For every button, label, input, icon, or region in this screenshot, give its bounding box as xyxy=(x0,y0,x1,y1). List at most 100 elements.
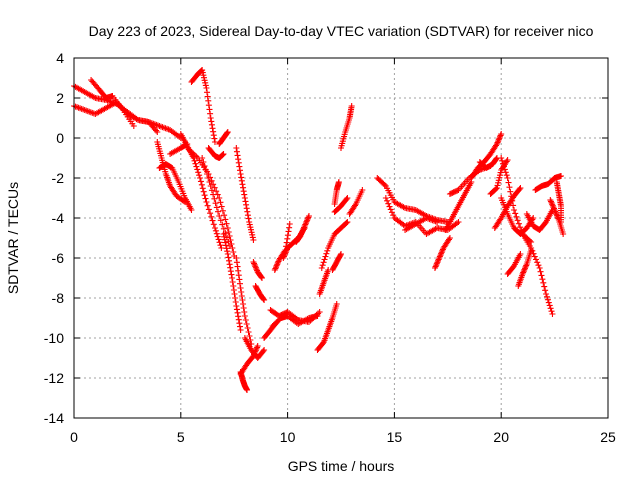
data-point xyxy=(497,216,504,223)
data-point xyxy=(220,225,227,232)
data-point xyxy=(228,271,235,278)
data-point xyxy=(196,172,203,179)
data-point xyxy=(531,253,538,260)
data-point xyxy=(517,185,524,191)
data-point xyxy=(321,256,328,263)
data-point xyxy=(390,212,397,219)
series-arc-aw xyxy=(519,231,556,317)
x-tick-label: 0 xyxy=(70,429,78,445)
data-point xyxy=(204,171,211,177)
data-point xyxy=(232,299,239,305)
data-point xyxy=(235,316,242,323)
data-point xyxy=(227,268,234,275)
data-point xyxy=(386,203,393,210)
data-point xyxy=(516,186,523,193)
data-point xyxy=(208,121,215,128)
data-point xyxy=(540,279,547,286)
data-point xyxy=(388,209,395,216)
y-tick-label: -14 xyxy=(44,410,64,426)
data-point xyxy=(543,291,550,297)
data-point xyxy=(548,308,555,315)
data-point xyxy=(495,179,502,186)
x-axis-label: GPS time / hours xyxy=(288,458,395,474)
data-point xyxy=(203,199,210,205)
data-point xyxy=(219,221,226,228)
data-point xyxy=(235,313,242,320)
data-point xyxy=(215,208,222,215)
data-point xyxy=(209,217,216,224)
data-point xyxy=(249,234,256,241)
data-point xyxy=(546,302,553,309)
data-point xyxy=(498,155,505,161)
series-arc-af xyxy=(331,179,342,207)
data-point xyxy=(200,74,207,81)
series-arc-ap xyxy=(476,155,500,171)
data-point xyxy=(258,274,265,281)
data-point xyxy=(493,141,500,147)
data-point xyxy=(233,255,240,261)
data-point xyxy=(498,131,505,137)
data-point xyxy=(344,219,351,225)
data-point xyxy=(222,239,229,246)
data-point xyxy=(214,233,221,240)
data-point xyxy=(438,249,445,256)
series-arc-r xyxy=(237,369,251,393)
series-arc-ag xyxy=(338,103,355,151)
data-point xyxy=(514,217,521,224)
data-point xyxy=(509,197,516,204)
data-point xyxy=(204,202,211,209)
data-point xyxy=(219,207,226,214)
data-point xyxy=(544,296,551,303)
data-point xyxy=(542,287,549,294)
data-point xyxy=(298,231,305,238)
data-point xyxy=(130,123,137,129)
data-point xyxy=(273,262,280,269)
series-arc-z xyxy=(293,213,312,245)
data-point xyxy=(436,255,443,261)
data-point xyxy=(241,309,248,315)
data-point xyxy=(550,204,557,211)
data-point xyxy=(211,195,218,202)
y-tick-label: -6 xyxy=(52,250,65,266)
data-point xyxy=(530,250,537,257)
series-arc-ac xyxy=(314,301,340,353)
data-point xyxy=(254,344,261,351)
data-point xyxy=(229,275,236,281)
data-point xyxy=(204,89,211,96)
data-point xyxy=(260,348,267,355)
data-point xyxy=(235,272,242,279)
series-arc-ab xyxy=(318,219,351,271)
data-point xyxy=(503,158,510,165)
series-arc-e xyxy=(156,161,195,213)
data-point xyxy=(316,309,323,315)
data-point xyxy=(300,225,307,232)
data-point xyxy=(231,291,238,297)
data-point xyxy=(238,174,245,181)
data-point xyxy=(337,252,344,259)
data-point xyxy=(282,249,289,256)
data-point xyxy=(254,343,261,349)
data-point xyxy=(284,232,291,239)
data-point xyxy=(382,195,389,201)
data-point xyxy=(245,329,252,335)
data-point xyxy=(512,210,519,217)
data-point xyxy=(335,179,342,185)
series-arc-ae xyxy=(331,195,351,215)
data-point xyxy=(435,257,442,264)
data-point xyxy=(515,220,522,227)
series-arc-n xyxy=(233,145,257,243)
data-point xyxy=(535,262,542,269)
data-point xyxy=(243,205,250,212)
data-point xyxy=(384,197,391,204)
data-point xyxy=(538,272,545,279)
series-arc-d xyxy=(154,139,189,205)
data-point xyxy=(216,213,223,219)
data-point xyxy=(211,184,218,191)
data-point xyxy=(221,212,228,219)
data-point xyxy=(304,215,311,222)
data-point xyxy=(221,236,228,243)
data-point xyxy=(249,231,256,238)
data-point xyxy=(244,208,251,215)
